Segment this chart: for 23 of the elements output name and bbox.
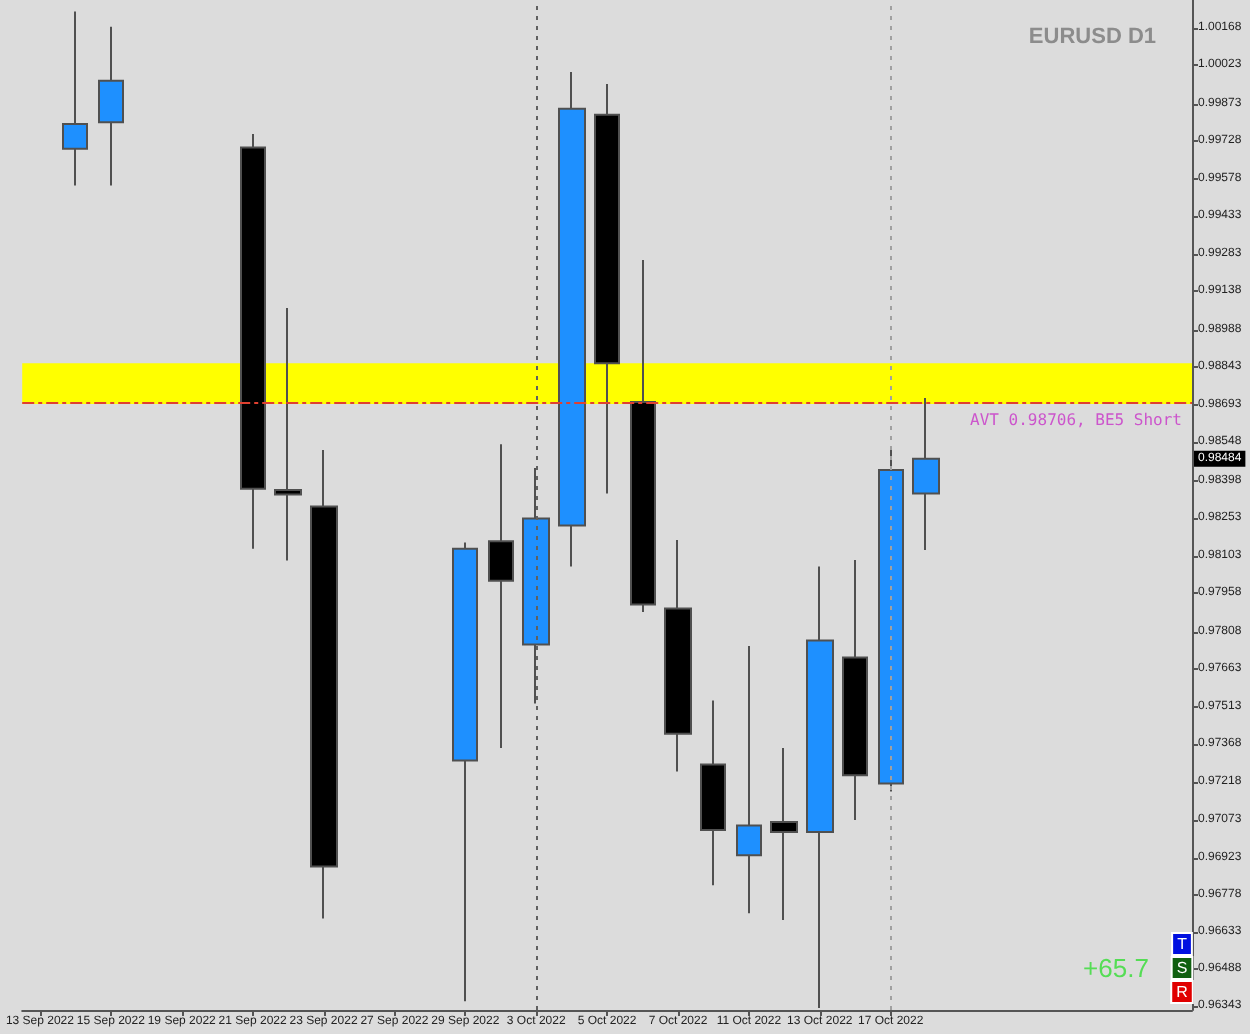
candlestick — [630, 259, 656, 613]
annotation: +65.7 — [1083, 953, 1149, 983]
annotation: S — [1176, 959, 1188, 977]
candlestick — [240, 132, 266, 550]
annotation: T — [1177, 935, 1188, 953]
candlestick — [736, 644, 762, 915]
candlestick — [98, 25, 124, 187]
text: EURUSD D1 — [1028, 25, 1157, 49]
candlestick — [62, 10, 88, 187]
candlestick — [664, 539, 692, 773]
ref-line-label: AVT 0.98706, BE5 Short — [970, 410, 1183, 429]
candlestick — [274, 307, 302, 562]
candlestick — [594, 83, 620, 495]
candlestick — [558, 71, 586, 568]
candlestick — [770, 746, 798, 921]
candlestick — [310, 449, 338, 920]
candlestick — [452, 541, 478, 1003]
annotation: R — [1176, 983, 1189, 1001]
candlestick — [700, 699, 726, 887]
candlestick — [842, 558, 868, 822]
candlestick — [912, 397, 940, 551]
candlestick — [522, 466, 550, 705]
candlestick — [488, 443, 514, 749]
